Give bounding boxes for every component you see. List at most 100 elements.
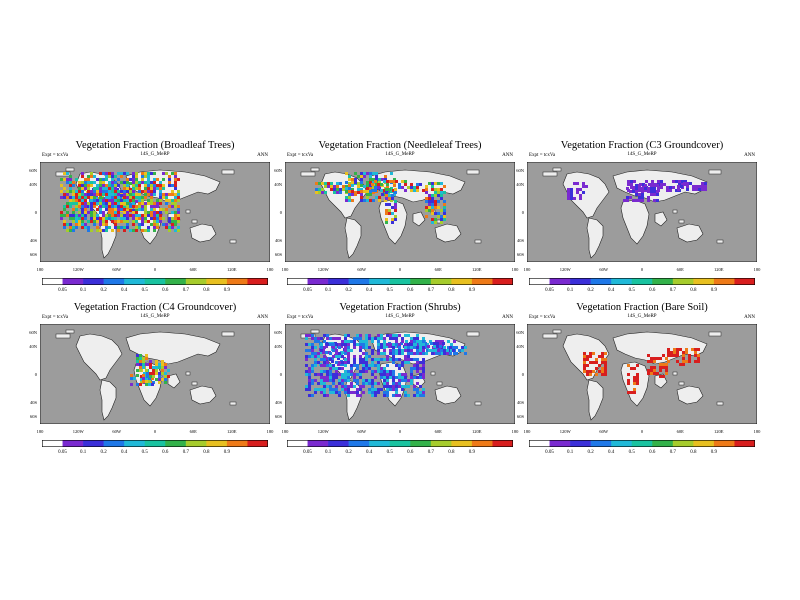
grid-cell bbox=[132, 187, 135, 190]
grid-cell bbox=[682, 351, 685, 354]
period-label: ANN bbox=[744, 153, 755, 158]
grid-cell bbox=[171, 217, 174, 220]
grid-cell bbox=[362, 370, 365, 373]
map-area: 60N 40N 0 40S 60S bbox=[274, 324, 515, 424]
grid-cell bbox=[394, 218, 397, 221]
map-area: 60N 40N 0 40S 60S bbox=[516, 162, 757, 262]
colorbar-label: 0.05 bbox=[58, 450, 67, 455]
grid-cell bbox=[153, 205, 156, 208]
grid-cell bbox=[155, 372, 158, 375]
grid-cell bbox=[177, 220, 180, 223]
grid-cell bbox=[685, 351, 688, 354]
grid-cell bbox=[410, 358, 413, 361]
grid-cell bbox=[69, 175, 72, 178]
grid-cell bbox=[344, 370, 347, 373]
grid-cell bbox=[626, 196, 629, 199]
grid-cell bbox=[398, 385, 401, 388]
x-tick-label: 180 bbox=[281, 267, 289, 272]
grid-cell bbox=[416, 352, 419, 355]
grid-cell bbox=[398, 379, 401, 382]
grid-cell bbox=[114, 181, 117, 184]
x-tick-label: 60E bbox=[676, 429, 684, 434]
grid-cell bbox=[174, 229, 177, 232]
grid-cell bbox=[126, 211, 129, 214]
grid-cell bbox=[141, 214, 144, 217]
grid-cell bbox=[126, 178, 129, 181]
grid-cell bbox=[347, 346, 350, 349]
island bbox=[716, 401, 724, 406]
grid-cell bbox=[156, 205, 159, 208]
grid-cell bbox=[126, 226, 129, 229]
grid-cell bbox=[81, 187, 84, 190]
grid-cell bbox=[431, 221, 434, 224]
grid-cell bbox=[141, 172, 144, 175]
grid-cell bbox=[126, 187, 129, 190]
colorbar-swatch bbox=[247, 278, 268, 285]
grid-cell bbox=[123, 190, 126, 193]
colorbar-outline bbox=[287, 278, 513, 285]
grid-cell bbox=[66, 211, 69, 214]
grid-cell bbox=[639, 189, 642, 192]
grid-cell bbox=[75, 226, 78, 229]
grid-cell bbox=[428, 194, 431, 197]
grid-cell bbox=[129, 182, 132, 185]
grid-cell bbox=[335, 373, 338, 376]
grid-cell bbox=[360, 190, 363, 193]
grid-cell bbox=[333, 185, 336, 188]
grid-cell bbox=[174, 220, 177, 223]
grid-cell bbox=[681, 183, 684, 186]
grid-cell bbox=[348, 178, 351, 181]
grid-cell bbox=[372, 199, 375, 202]
grid-cell bbox=[363, 175, 366, 178]
map-svg bbox=[285, 162, 515, 262]
grid-cell bbox=[174, 184, 177, 187]
grid-cell bbox=[374, 186, 377, 189]
grid-cell bbox=[368, 388, 371, 391]
grid-cell bbox=[426, 343, 429, 346]
grid-cell bbox=[156, 202, 159, 205]
grid-cell bbox=[150, 181, 153, 184]
grid-cell bbox=[171, 190, 174, 193]
grid-cell bbox=[347, 391, 350, 394]
grid-cell bbox=[331, 360, 334, 363]
grid-cell bbox=[108, 196, 111, 199]
panel-subtitle: 14S_G_MeRP bbox=[627, 152, 657, 157]
grid-cell bbox=[323, 388, 326, 391]
grid-cell bbox=[354, 191, 357, 194]
grid-cell bbox=[153, 223, 156, 226]
grid-cell bbox=[410, 367, 413, 370]
grid-cell bbox=[692, 185, 695, 188]
colorbar-swatch bbox=[287, 440, 308, 447]
grid-cell bbox=[404, 189, 407, 192]
grid-cell bbox=[663, 183, 666, 186]
grid-cell bbox=[374, 370, 377, 373]
colorbar-swatch bbox=[206, 278, 228, 285]
grid-cell bbox=[704, 182, 707, 185]
grid-cell bbox=[138, 223, 141, 226]
grid-cell bbox=[366, 172, 369, 175]
grid-cell bbox=[164, 366, 167, 369]
x-tick-label: 60W bbox=[357, 267, 367, 272]
grid-cell bbox=[425, 209, 428, 212]
grid-cell bbox=[410, 340, 413, 343]
grid-cell bbox=[87, 178, 90, 181]
grid-cell bbox=[570, 194, 573, 197]
grid-cell bbox=[314, 355, 317, 358]
grid-cell bbox=[81, 214, 84, 217]
grid-cell bbox=[650, 184, 653, 187]
grid-cell bbox=[152, 372, 155, 375]
grid-cell bbox=[434, 200, 437, 203]
panel-title: Vegetation Fraction (C3 Groundcover) bbox=[560, 140, 724, 151]
land-mass bbox=[189, 385, 217, 405]
grid-cell bbox=[636, 364, 639, 367]
land-mass bbox=[586, 217, 604, 259]
grid-cell bbox=[174, 205, 177, 208]
grid-cell bbox=[636, 373, 639, 376]
grid-cell bbox=[375, 184, 378, 187]
grid-cell bbox=[138, 205, 141, 208]
grid-cell bbox=[323, 394, 326, 397]
grid-cell bbox=[698, 188, 701, 191]
grid-cell bbox=[99, 196, 102, 199]
grid-cell bbox=[323, 358, 326, 361]
grid-cell bbox=[117, 214, 120, 217]
